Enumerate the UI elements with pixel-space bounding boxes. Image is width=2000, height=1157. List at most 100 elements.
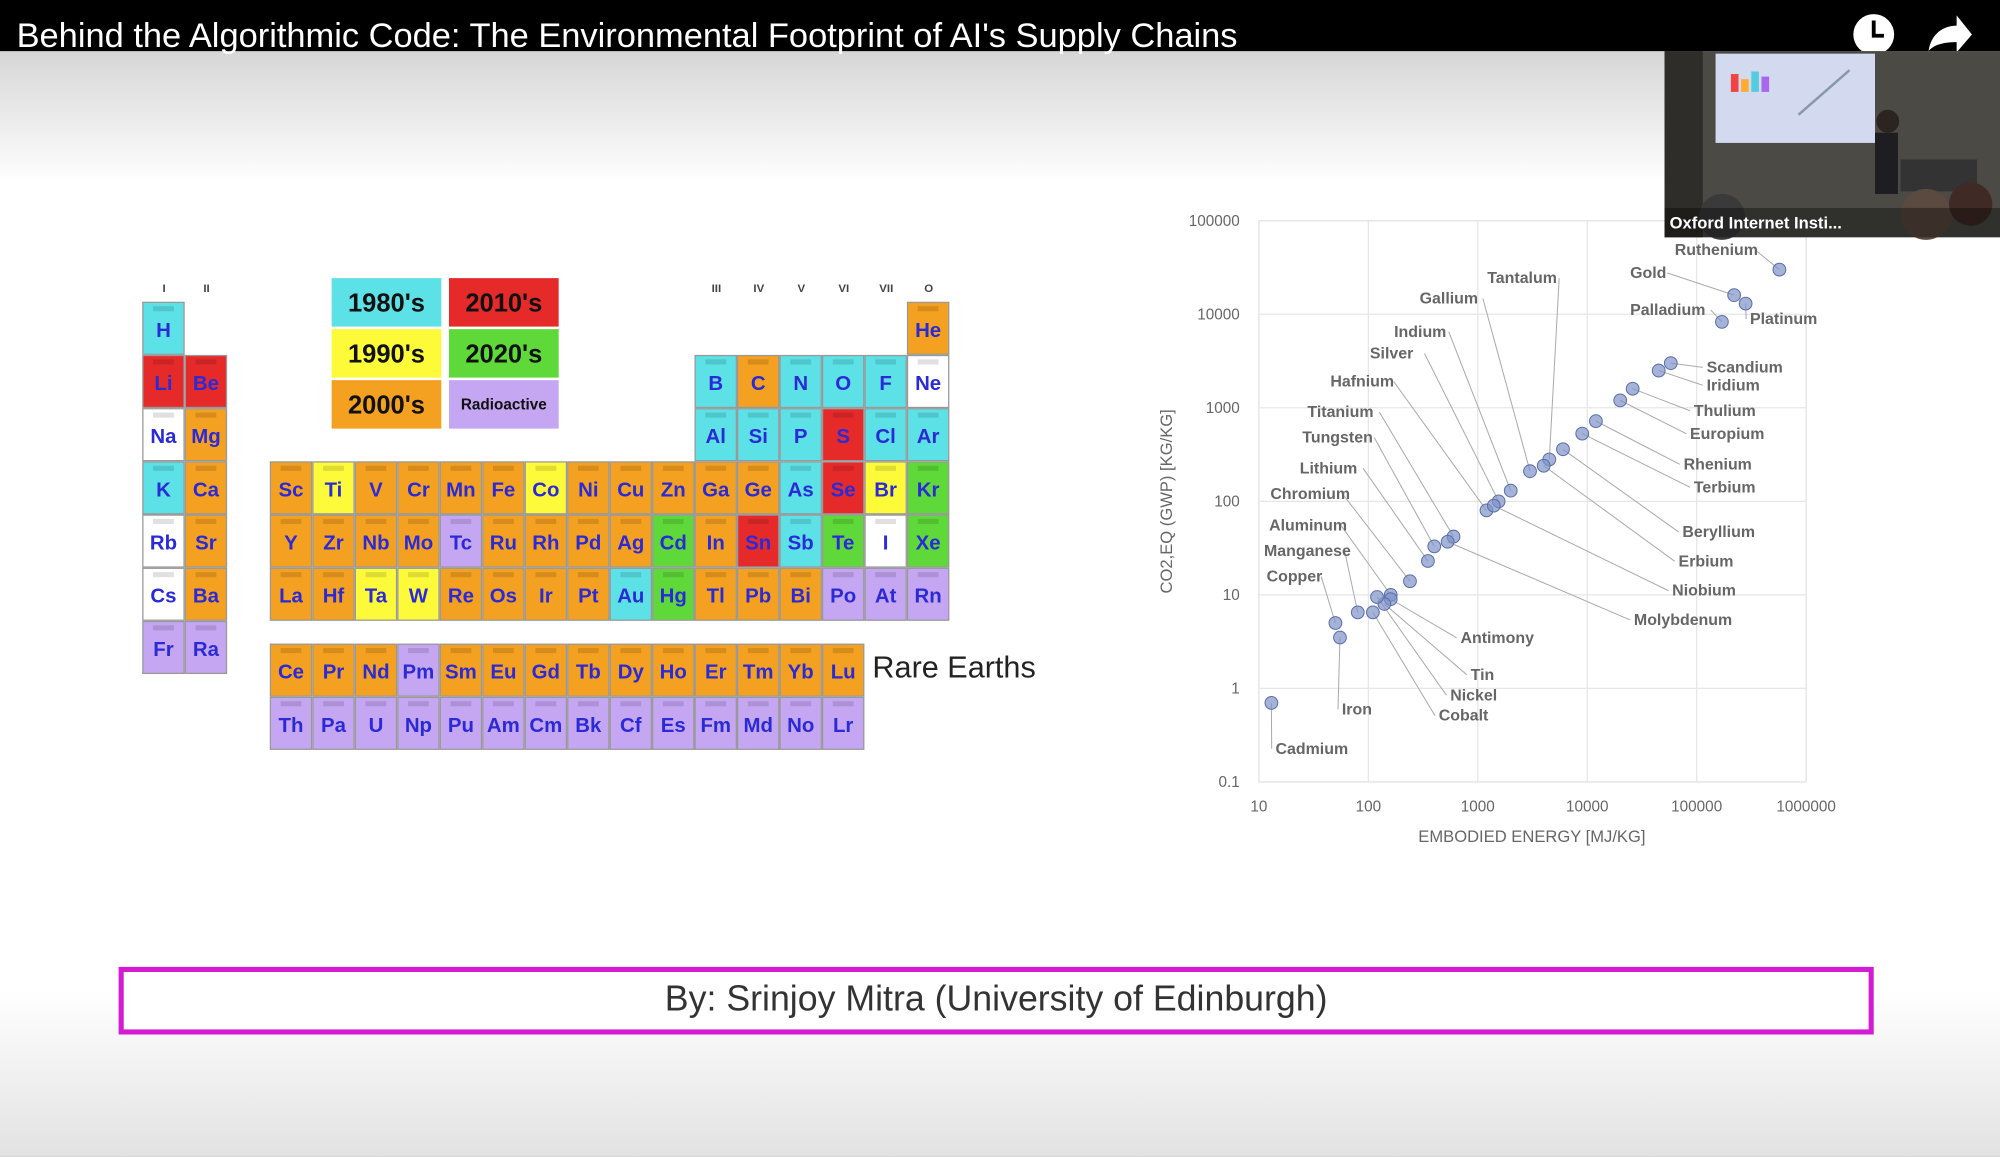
element-tab [153, 412, 174, 418]
element-cell [397, 567, 440, 621]
group-label: VII [879, 283, 893, 295]
y-tick-label: 1000 [1206, 400, 1240, 417]
element-tab [790, 701, 812, 707]
element-cell [779, 696, 822, 750]
element-symbol: Ge [745, 479, 772, 501]
point-label: Erbium [1679, 553, 1734, 570]
element-cell [694, 514, 737, 568]
element-cell [652, 643, 695, 697]
element-cell [482, 514, 525, 568]
element-tab [747, 518, 769, 525]
legend-label: 1990's [348, 340, 425, 368]
video-title[interactable]: Behind the Algorithmic Code: The Environ… [17, 17, 1238, 55]
element-tab [153, 625, 174, 631]
data-point [1651, 363, 1666, 378]
element-symbol: Fr [153, 639, 173, 661]
element-tab [535, 572, 557, 578]
element-cell [652, 461, 695, 515]
element-symbol: Be [193, 373, 219, 395]
group-label: I [163, 283, 166, 295]
data-point [1370, 590, 1384, 604]
element-tab [450, 701, 472, 707]
element-cell [609, 567, 653, 621]
watch-later-button[interactable] [1853, 14, 1895, 55]
element-cell [821, 567, 865, 621]
element-cell [524, 567, 568, 621]
element-tab [577, 518, 599, 525]
element-tab [662, 465, 684, 471]
element-tab [705, 465, 727, 471]
element-symbol: Ca [193, 479, 220, 501]
element-symbol: Pa [321, 715, 347, 737]
element-symbol: Po [830, 586, 856, 608]
element-symbol: Np [405, 715, 432, 737]
point-label: Gallium [1420, 291, 1478, 308]
element-tab [153, 359, 174, 365]
element-symbol: Yb [788, 662, 814, 684]
point-label: Tungsten [1302, 430, 1373, 447]
element-symbol: Tb [576, 662, 601, 684]
element-cell [864, 354, 907, 409]
element-tab [577, 701, 599, 707]
element-symbol: Re [448, 586, 474, 608]
element-tab [875, 572, 897, 578]
legend-swatch [448, 278, 559, 327]
leader-line [1562, 448, 1679, 533]
y-tick-label: 0.1 [1219, 774, 1240, 791]
element-symbol: Nb [362, 533, 389, 555]
element-tab [408, 701, 429, 707]
element-cell [269, 696, 313, 750]
element-tab [832, 465, 854, 471]
element-symbol: K [156, 479, 171, 501]
element-tab [450, 518, 472, 525]
element-symbol: Cu [617, 479, 644, 501]
element-symbol: F [879, 373, 891, 395]
element-tab [535, 465, 557, 471]
element-symbol: Br [874, 479, 897, 501]
leader-line [1393, 381, 1487, 511]
element-cell [524, 696, 568, 750]
element-tab [280, 518, 302, 525]
element-symbol: Cs [150, 586, 176, 608]
element-tab [917, 306, 939, 312]
element-symbol: Ni [578, 479, 598, 501]
element-cell [269, 514, 313, 568]
element-tab [875, 359, 897, 365]
share-button[interactable] [1928, 15, 1972, 53]
element-symbol: N [793, 373, 808, 395]
element-tab [195, 359, 217, 365]
element-tab [662, 518, 684, 525]
element-symbol: Ar [917, 426, 940, 448]
element-tab [195, 465, 217, 471]
element-tab [280, 465, 302, 471]
element-tab [747, 701, 769, 707]
element-symbol: Cf [620, 715, 642, 737]
element-symbol: Bk [575, 715, 602, 737]
element-cell [736, 643, 780, 697]
leader-line [1493, 505, 1669, 592]
element-tab [662, 648, 684, 654]
element-cell [567, 567, 610, 621]
element-tab [790, 648, 812, 654]
element-symbol: Al [706, 426, 726, 448]
element-symbol: Tm [743, 662, 774, 684]
element-tab [280, 701, 302, 707]
element-tab [280, 572, 302, 578]
element-cell [906, 408, 950, 462]
element-symbol: Rb [150, 533, 177, 555]
element-tab [790, 465, 812, 471]
element-symbol: Se [831, 479, 856, 501]
element-cell [906, 567, 950, 621]
element-symbol: Gd [532, 662, 560, 684]
element-symbol: Au [617, 586, 644, 608]
element-symbol: Rn [915, 586, 942, 608]
element-tab [195, 412, 217, 418]
element-cell [482, 567, 525, 621]
element-tab [323, 465, 344, 471]
point-label: Iron [1342, 701, 1372, 718]
element-tab [875, 412, 897, 418]
element-tab [408, 648, 429, 654]
element-symbol: Xe [916, 533, 941, 555]
element-tab [365, 518, 387, 525]
